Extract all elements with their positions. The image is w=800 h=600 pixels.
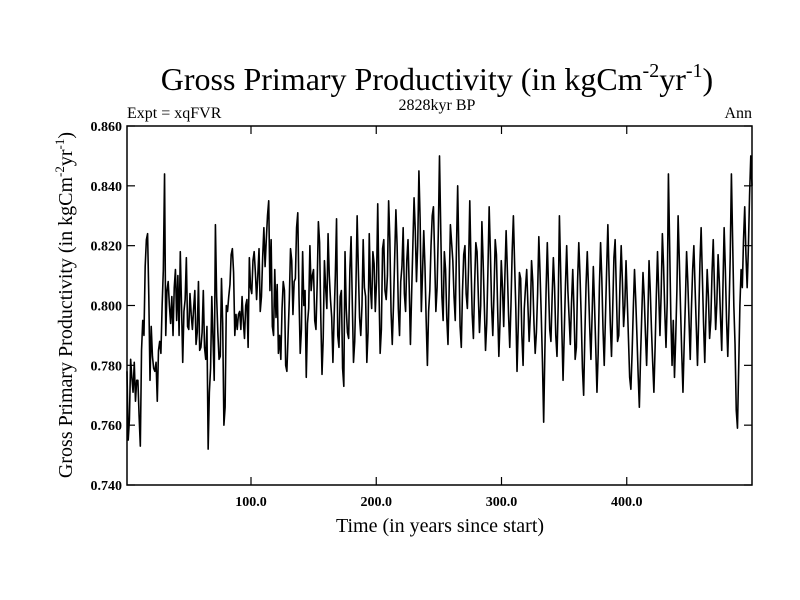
x-tick-label: 200.0 — [360, 495, 392, 510]
y-tick-label: 0.820 — [91, 240, 123, 255]
x-tick-label: 100.0 — [235, 495, 267, 510]
y-tick-label: 0.860 — [91, 120, 123, 135]
season-label: Ann — [724, 105, 752, 122]
y-tick-label: 0.800 — [91, 300, 123, 315]
period-label: 2828kyr BP — [399, 97, 476, 114]
y-axis-label: Gross Primary Productivity (in kgCm-2yr-… — [52, 132, 77, 478]
series-line-gpp — [126, 155, 753, 450]
x-axis-label: Time (in years since start) — [336, 515, 544, 537]
x-tick-label: 300.0 — [486, 495, 518, 510]
y-tick-label: 0.760 — [91, 419, 123, 434]
chart-title: Gross Primary Productivity (in kgCm-2yr-… — [161, 60, 713, 97]
axis-ticks: 0.740 0.760 0.780 0.800 0.820 0.840 0.860 100.0… — [91, 120, 752, 510]
x-tick-label: 400.0 — [611, 495, 643, 510]
experiment-label: Expt = xqFVR — [127, 105, 222, 122]
y-tick-label: 0.740 — [91, 479, 123, 494]
y-tick-label: 0.840 — [91, 180, 123, 195]
y-tick-label: 0.780 — [91, 359, 123, 374]
